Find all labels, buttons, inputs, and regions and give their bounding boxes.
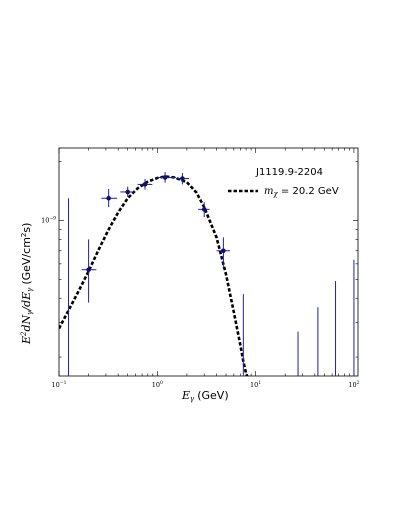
- plot-area: [58, 147, 359, 377]
- data-point-marker: [125, 189, 131, 195]
- x-tick-label: 102: [348, 380, 359, 389]
- data-point-marker: [221, 248, 226, 254]
- data-point-marker: [86, 267, 91, 272]
- data-point: [101, 188, 118, 208]
- axis-ticks: [58, 148, 358, 376]
- x-tick-label: 10−1: [52, 380, 67, 389]
- legend-label-sub: χ: [272, 190, 278, 198]
- data-point-marker: [106, 195, 111, 201]
- legend-title: J1119.9-2204: [255, 167, 323, 178]
- data-point: [157, 172, 177, 183]
- x-tick-label: 101: [250, 380, 261, 389]
- data-point: [198, 202, 210, 218]
- data-points-layer: [68, 172, 355, 376]
- y-axis-mid: dN: [20, 314, 33, 331]
- model-curve-layer: [59, 175, 249, 376]
- data-point: [81, 239, 97, 303]
- model-curve: [59, 175, 249, 376]
- data-point-marker: [180, 176, 185, 181]
- y-axis-sub2: γ: [26, 287, 34, 292]
- x-axis-title: Eγ (GeV): [181, 389, 229, 403]
- data-point: [216, 237, 231, 267]
- y-tick-label: 10−9: [41, 215, 56, 224]
- x-tick-label: 100: [152, 380, 163, 389]
- y-axis-sup: 2: [20, 331, 28, 337]
- data-point-marker: [201, 207, 207, 212]
- data-point: [176, 173, 189, 185]
- y-axis-slash: /dE: [20, 292, 33, 312]
- y-axis-prefix: E: [20, 336, 33, 345]
- data-point-marker: [142, 182, 148, 187]
- legend-label: mχ = 20.2 GeV: [264, 186, 339, 198]
- data-point: [120, 186, 136, 197]
- y-axis-sub1: γ: [26, 310, 34, 315]
- y-axis-unit-end: s): [20, 223, 33, 233]
- y-axis-title: E2dNγ/dEγ(GeV/cm2s): [20, 223, 34, 345]
- tick-labels: 10−1 100 101 102 10−9: [41, 215, 360, 389]
- x-axis-unit: (GeV): [197, 389, 228, 402]
- legend-label-text: = 20.2 GeV: [278, 186, 339, 197]
- legend: J1119.9-2204 mχ = 20.2 GeV: [228, 167, 339, 198]
- x-axis-sub: γ: [190, 395, 195, 403]
- legend-label-symbol: m: [264, 186, 273, 197]
- data-point: [137, 179, 153, 190]
- data-point-marker: [162, 175, 168, 180]
- y-axis-unit: (GeV/cm: [20, 237, 33, 285]
- y-axis-unit-sup: 2: [20, 233, 28, 237]
- x-axis-symbol: E: [181, 389, 190, 402]
